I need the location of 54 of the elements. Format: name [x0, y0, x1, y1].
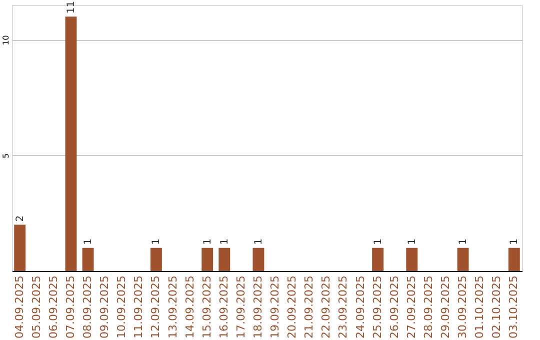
x-tick-label: 28.09.2025: [422, 276, 435, 338]
x-tick-label: 15.09.2025: [200, 276, 214, 338]
x-tick-label: 16.09.2025: [217, 276, 230, 338]
bar: [372, 248, 384, 271]
x-tick-label: 05.09.2025: [30, 276, 43, 338]
bar: [406, 248, 418, 271]
bar: [65, 16, 77, 271]
data-label: 1: [202, 238, 214, 245]
data-label: 1: [219, 238, 230, 245]
x-tick-label: 19.09.2025: [268, 276, 282, 338]
y-tick-label: 10: [2, 35, 10, 46]
x-tick-label: 10.09.2025: [115, 276, 128, 338]
x-tick-label: 13.09.2025: [166, 276, 180, 338]
x-tick-label: 09.09.2025: [98, 276, 112, 338]
x-tick-label: 26.09.2025: [388, 276, 401, 338]
x-tick-label: 29.09.2025: [438, 276, 452, 338]
x-tick-label: 24.09.2025: [354, 276, 367, 338]
x-tick-label: 30.09.2025: [456, 276, 470, 338]
data-label: 1: [509, 238, 520, 245]
x-tick-label: 07.09.2025: [64, 276, 77, 338]
x-tick-label: 01.10.2025: [473, 276, 486, 338]
x-tick-label: 17.09.2025: [234, 276, 248, 338]
x-tick-label: 21.09.2025: [302, 276, 316, 338]
data-label: 2: [14, 215, 26, 222]
x-tick-label: 04.09.2025: [12, 276, 26, 338]
data-label: 1: [151, 238, 162, 245]
x-tick-label: 23.09.2025: [336, 276, 350, 338]
x-tick-label: 14.09.2025: [183, 276, 196, 338]
x-tick-label: 08.09.2025: [81, 276, 94, 338]
x-tick-label: 18.09.2025: [251, 276, 264, 338]
bar: [150, 248, 162, 271]
x-tick-label: 25.09.2025: [370, 276, 384, 338]
x-tick-label: 20.09.2025: [286, 276, 299, 338]
x-tick-label: 02.10.2025: [490, 276, 504, 338]
data-label: 1: [406, 238, 418, 245]
data-label: 1: [372, 238, 384, 245]
bar: [457, 248, 469, 271]
bar: [252, 248, 264, 271]
bar: [202, 248, 214, 271]
bar: [508, 248, 520, 271]
bar: [14, 224, 26, 271]
bar: [218, 248, 230, 271]
data-label: 11: [66, 0, 77, 14]
data-label: 1: [458, 238, 470, 245]
x-tick-label: 22.09.2025: [320, 276, 333, 338]
x-tick-label: 03.10.2025: [507, 276, 520, 338]
x-tick-label: 27.09.2025: [404, 276, 418, 338]
bar: [82, 248, 94, 271]
data-label: 1: [83, 238, 94, 245]
data-label: 1: [253, 238, 264, 245]
x-tick-label: 12.09.2025: [149, 276, 162, 338]
x-tick-label: 11.09.2025: [132, 276, 146, 338]
y-tick-label: 5: [2, 153, 10, 158]
x-tick-label: 06.09.2025: [46, 276, 60, 338]
